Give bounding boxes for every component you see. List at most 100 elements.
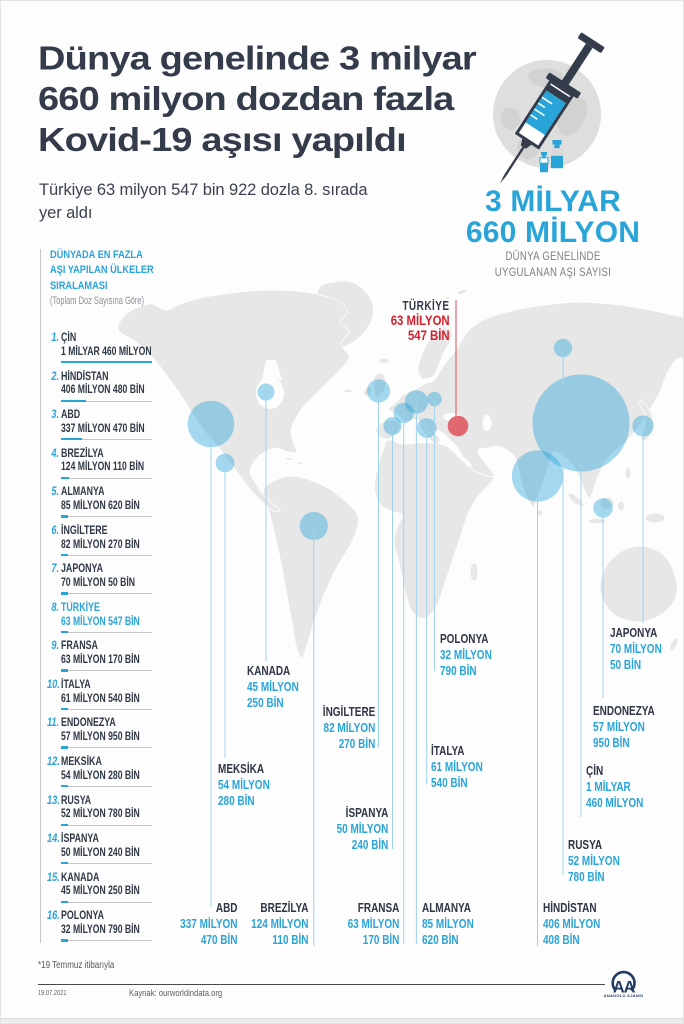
ranking-item-bar xyxy=(61,707,152,711)
ranking-item-value: 57 MİLYON 950 BİN xyxy=(61,731,140,744)
ranking-item-number: 10. xyxy=(47,678,60,691)
map-callout-country: İSPANYA xyxy=(345,805,388,820)
ranking-item-number: 5. xyxy=(51,486,59,499)
ranking-item-country: RUSYA xyxy=(61,794,92,807)
map-callout-value: 780 BİN xyxy=(568,869,605,885)
ranking-item-bar xyxy=(61,399,152,403)
map-callout-value: 45 MİLYON xyxy=(247,679,299,695)
map-callout-ispanya: İSPANYA 50 MİLYON 240 BİN xyxy=(336,805,388,854)
map-callout-country: MEKSİKA xyxy=(218,761,265,776)
ranking-subtitle: (Toplam Doz Sayısına Göre) xyxy=(50,295,144,307)
map-callout-polonya: POLONYA 32 MİLYON 790 BİN xyxy=(440,631,492,680)
ranking-item-number: 7. xyxy=(51,563,59,576)
ranking-item-number: 8. xyxy=(51,601,59,614)
map-callout-country: İTALYA xyxy=(431,743,465,758)
map-callout-value: 950 BİN xyxy=(593,735,630,751)
bottom-strip xyxy=(0,1018,684,1024)
ranking-item-country: MEKSİKA xyxy=(61,756,102,769)
map-callout-value: 85 MİLYON xyxy=(422,916,474,932)
turkey-callout-value: 63 MİLYON xyxy=(391,313,450,329)
map-callout-value: 470 BİN xyxy=(200,932,237,948)
world-total-caption: DÜNYA GENELİNDE UYGULANAN AŞI SAYISI xyxy=(494,249,612,279)
map-callout-value: 63 MİLYON xyxy=(347,916,399,932)
map-callout-abd: ABD 337 MİLYON 470 BİN xyxy=(180,900,237,949)
map-callout-value: 790 BİN xyxy=(440,663,477,679)
syringe-globe-illustration xyxy=(493,32,605,184)
map-callout-value: 408 BİN xyxy=(543,932,580,948)
ranking-item-country: TÜRKİYE xyxy=(61,601,100,614)
ranking-item-bar xyxy=(61,669,152,672)
ranking-item-value: 50 MİLYON 240 BİN xyxy=(61,846,140,859)
ranking-item-country: ABD xyxy=(61,409,81,422)
ranking-item-value: 52 MİLYON 780 BİN xyxy=(61,808,140,821)
map-callout-value: 540 BİN xyxy=(431,775,468,791)
map-callout-country: HİNDİSTAN xyxy=(543,900,597,915)
map-callout-value: 620 BİN xyxy=(422,932,459,948)
ranking-item-bar xyxy=(61,939,152,942)
ranking-item-value: 1 MİLYAR 460 MİLYON xyxy=(61,345,152,358)
ranking-item: 10.İTALYA 61 MİLYON 540 BİN xyxy=(44,679,184,718)
ranking-item-country: KANADA xyxy=(61,871,100,884)
map-callout-value: 250 BİN xyxy=(247,695,284,711)
anadolu-agency-logo: AA ANADOLU AJANSI xyxy=(604,970,644,998)
map-callout-value: 61 MİLYON xyxy=(431,759,483,775)
map-callout-value: 50 BİN xyxy=(610,657,642,673)
map-callout-fransa: FRANSA 63 MİLYON 170 BİN xyxy=(347,900,399,949)
ranking-item-number: 3. xyxy=(51,409,59,422)
ranking-item: 16.POLONYA 32 MİLYON 790 BİN xyxy=(44,910,184,949)
map-callout-country: JAPONYA xyxy=(610,625,658,640)
syringe-icon xyxy=(500,32,605,184)
ranking-item: 9. FRANSA 63 MİLYON 170 BİN xyxy=(44,640,184,679)
ranking-item-value: 61 MİLYON 540 BİN xyxy=(61,692,140,705)
aa-logo-arc xyxy=(611,970,636,992)
ranking-item-value: 45 MİLYON 250 BİN xyxy=(61,885,140,898)
aa-logo-caption: ANADOLU AJANSI xyxy=(604,993,644,998)
map-callout-country: ÇİN xyxy=(586,763,604,778)
ranking-item-country: HİNDİSTAN xyxy=(61,370,109,383)
ranking-item-country: ENDONEZYA xyxy=(61,717,116,730)
ranking-item-bar xyxy=(61,438,152,441)
ranking-item-bar xyxy=(61,785,152,788)
map-callout-hindistan: HİNDİSTAN 406 MİLYON 408 BİN xyxy=(543,900,600,949)
ranking-item-value: 85 MİLYON 620 BİN xyxy=(61,499,140,512)
ranking-item-number: 6. xyxy=(51,524,59,537)
ranking-item-bar xyxy=(61,553,152,557)
map-callout-value: 270 BİN xyxy=(338,736,375,752)
ranking-item-number: 15. xyxy=(47,871,60,884)
map-callout-value: 280 BİN xyxy=(218,793,255,809)
ranking-item: 8. TÜRKİYE 63 MİLYON 547 BİN xyxy=(44,602,184,641)
map-callout-country: BREZİLYA xyxy=(259,900,308,915)
ranking-item: 3. ABD 337 MİLYON 470 BİN xyxy=(44,409,184,448)
ranking-item-bar xyxy=(61,515,152,518)
map-callout-country: ALMANYA xyxy=(422,900,471,915)
ranking-item: 5. ALMANYA 85 MİLYON 620 BİN xyxy=(44,486,184,525)
ranking-item-number: 2. xyxy=(51,370,59,383)
ranking-item-value: 32 MİLYON 790 BİN xyxy=(61,924,140,936)
map-callout-value: 170 BİN xyxy=(362,932,399,948)
ranking-item-bar xyxy=(61,900,152,904)
ranking-vertical-rule xyxy=(40,249,41,943)
ranking-item-bar xyxy=(61,823,152,827)
ranking-item-country: ALMANYA xyxy=(61,486,105,499)
footnote: *19 Temmuz itibarıyla xyxy=(38,960,115,971)
ranking-item-country: FRANSA xyxy=(61,640,98,653)
map-callout-country: İNGİLTERE xyxy=(322,704,375,719)
ranking-item-bar xyxy=(61,476,152,480)
ranking-item-country: POLONYA xyxy=(61,910,104,923)
vaccine-vials-icon xyxy=(539,140,563,173)
ranking-item-value: 82 MİLYON 270 BİN xyxy=(61,538,140,551)
ranking-item: 1. ÇİN 1 MİLYAR 460 MİLYON xyxy=(44,332,184,371)
ranking-item-value: 124 MİLYON 110 BİN xyxy=(61,461,145,474)
footer-date: 19.07.2021 xyxy=(38,988,67,997)
bubble-turkiye xyxy=(447,415,469,437)
map-callout-value: 124 MİLYON xyxy=(250,916,308,932)
ranking-item: 12.MEKSİKA 54 MİLYON 280 BİN xyxy=(44,756,184,795)
map-callout-country: RUSYA xyxy=(568,837,603,852)
ranking-item: 14.İSPANYA 50 MİLYON 240 BİN xyxy=(44,833,184,872)
ranking-item: 11. ENDONEZYA 57 MİLYON 950 BİN xyxy=(44,717,184,756)
ranking-title: DÜNYADA EN FAZLA AŞI YAPILAN ÜLKELER SIR… xyxy=(50,249,154,292)
ranking-item: 13.RUSYA 52 MİLYON 780 BİN xyxy=(44,795,184,834)
map-callout-almanya: ALMANYA 85 MİLYON 620 BİN xyxy=(422,900,474,949)
map-callout-brezilya: BREZİLYA 124 MİLYON 110 BİN xyxy=(251,900,308,949)
